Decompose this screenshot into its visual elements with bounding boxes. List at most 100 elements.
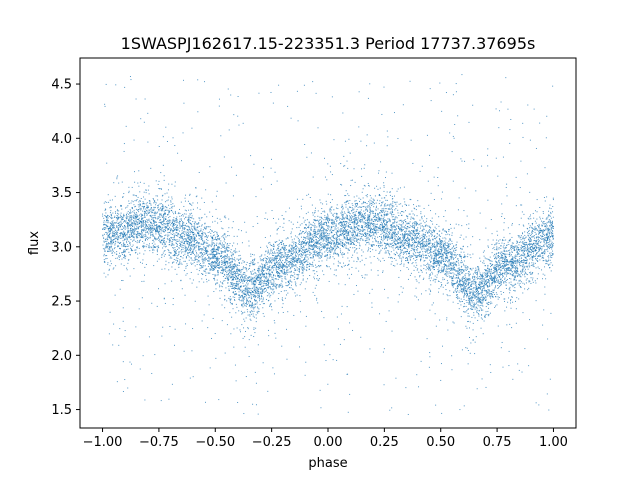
- data-point: [428, 204, 430, 206]
- data-point: [233, 276, 235, 278]
- data-point: [338, 283, 340, 285]
- data-point: [472, 280, 474, 282]
- data-point: [404, 246, 406, 248]
- data-point: [406, 243, 408, 245]
- data-point: [204, 236, 206, 238]
- data-point: [410, 233, 412, 235]
- data-point: [152, 225, 154, 227]
- data-point: [334, 248, 336, 250]
- data-point: [281, 252, 283, 254]
- data-point: [324, 255, 326, 257]
- data-point: [414, 260, 416, 262]
- data-point: [450, 227, 452, 229]
- data-point: [419, 230, 421, 232]
- data-point: [272, 272, 274, 274]
- data-point: [230, 258, 232, 260]
- data-point: [200, 267, 202, 269]
- data-point: [212, 248, 214, 250]
- data-point: [292, 247, 294, 249]
- data-point: [549, 378, 551, 380]
- data-point: [403, 219, 405, 221]
- data-point: [176, 243, 178, 245]
- data-point: [187, 252, 189, 254]
- data-point: [361, 255, 363, 257]
- data-point: [185, 210, 187, 212]
- data-point: [490, 295, 492, 297]
- data-point: [409, 226, 411, 228]
- data-point: [232, 253, 234, 255]
- data-point: [383, 226, 385, 228]
- data-point: [138, 217, 140, 219]
- data-point: [551, 220, 553, 222]
- data-point: [175, 253, 177, 255]
- data-point: [339, 218, 341, 219]
- data-point: [242, 269, 244, 271]
- data-point: [506, 260, 508, 262]
- data-point: [476, 278, 478, 280]
- data-point: [228, 278, 230, 280]
- data-point: [168, 262, 170, 264]
- data-point: [284, 271, 286, 273]
- data-point: [333, 242, 335, 244]
- data-point: [134, 200, 136, 202]
- data-point: [205, 275, 207, 277]
- data-point: [412, 231, 414, 233]
- data-point: [534, 248, 536, 250]
- data-point: [199, 256, 201, 258]
- data-point: [148, 225, 150, 227]
- data-point: [218, 399, 220, 401]
- data-point: [345, 235, 347, 237]
- data-point: [265, 212, 267, 214]
- data-point: [195, 234, 197, 236]
- data-point: [502, 239, 504, 241]
- data-point: [262, 258, 264, 260]
- data-point: [207, 253, 209, 255]
- data-point: [511, 296, 513, 298]
- data-point: [406, 250, 408, 252]
- data-point: [471, 302, 473, 304]
- data-point: [548, 257, 550, 259]
- data-point: [194, 228, 196, 230]
- data-point: [312, 234, 314, 236]
- data-point: [349, 241, 351, 243]
- data-point: [341, 223, 343, 225]
- data-point: [360, 209, 362, 211]
- data-point: [169, 210, 171, 212]
- data-point: [340, 313, 342, 315]
- data-point: [261, 294, 263, 296]
- data-point: [310, 237, 312, 239]
- data-point: [190, 271, 192, 273]
- data-point: [174, 181, 176, 183]
- data-point: [115, 230, 117, 232]
- data-point: [531, 259, 533, 261]
- data-point: [197, 260, 199, 262]
- data-point: [178, 251, 180, 253]
- data-point: [536, 259, 538, 261]
- data-point: [526, 247, 528, 249]
- data-point: [549, 230, 551, 232]
- data-point: [426, 267, 428, 269]
- data-point: [331, 247, 333, 249]
- data-point: [410, 244, 412, 246]
- data-point: [535, 147, 537, 149]
- data-point: [445, 242, 447, 244]
- data-point: [545, 239, 547, 241]
- data-point: [376, 233, 378, 235]
- data-point: [550, 243, 552, 245]
- data-point: [110, 245, 112, 247]
- data-point: [434, 235, 436, 237]
- data-point: [343, 165, 345, 167]
- data-point: [124, 228, 126, 230]
- data-point: [473, 305, 475, 307]
- data-point: [345, 224, 347, 226]
- data-point: [140, 118, 142, 120]
- data-point: [366, 206, 368, 208]
- data-point: [121, 258, 123, 260]
- data-point: [452, 258, 454, 260]
- data-point: [236, 264, 238, 266]
- data-point: [168, 219, 170, 221]
- data-point: [531, 252, 533, 254]
- data-point: [256, 301, 258, 303]
- data-point: [318, 249, 320, 251]
- data-point: [313, 229, 315, 231]
